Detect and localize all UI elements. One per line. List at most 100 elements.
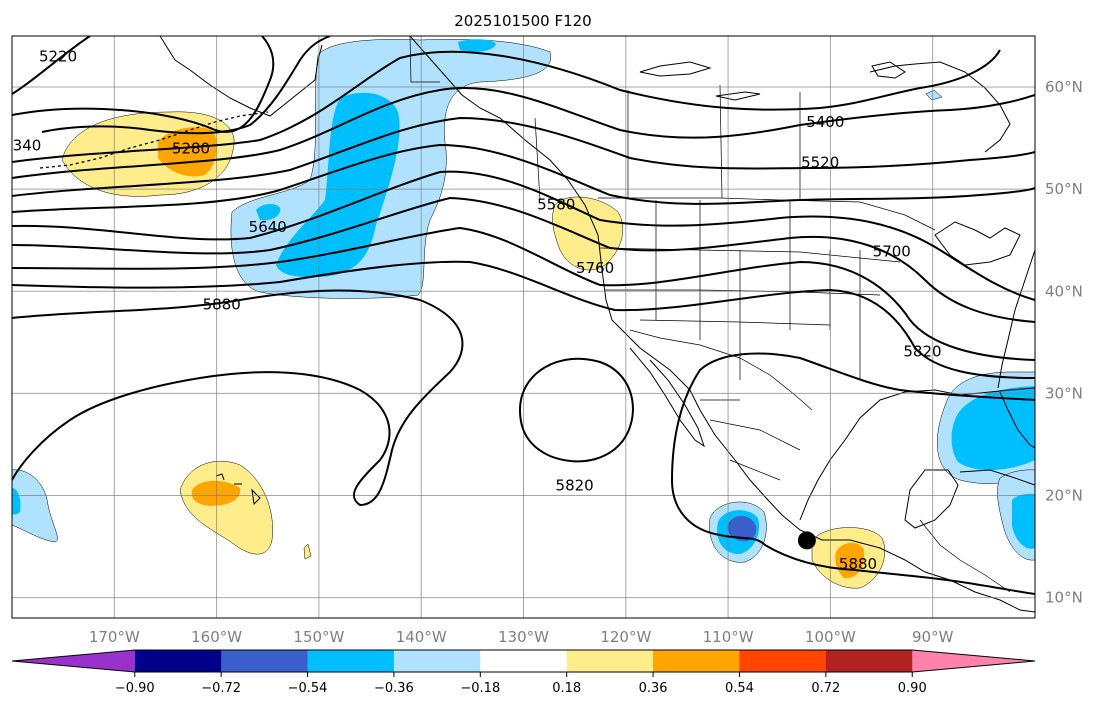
contour-label: 5700 [873, 242, 911, 260]
colorbar-tick-label: 0.18 [552, 681, 581, 696]
colorbar-tick-label: −0.36 [374, 681, 414, 696]
lon-tick-label: 150°W [293, 628, 344, 646]
coast-alaska-west [159, 36, 323, 117]
anomaly-hawaii-dark [191, 480, 241, 506]
location-marker [797, 531, 816, 550]
border-mexico-states [700, 399, 801, 481]
latitude-axis: 10°N 20°N 30°N 40°N 50°N 60°N [1045, 78, 1083, 607]
colorbar-bin [307, 650, 395, 672]
lon-tick-label: 160°W [191, 628, 242, 646]
colorbar-bin [221, 650, 309, 672]
contour-labels: 5220 5340 5280 5640 5880 5580 5760 5400 5520 5700… [12, 47, 942, 573]
height-contours [12, 36, 1035, 595]
colorbar-tick-label: −0.18 [460, 681, 500, 696]
lon-tick-label: 110°W [703, 628, 754, 646]
colorbar-tick-label: 0.54 [725, 681, 754, 696]
lon-tick-label: 120°W [600, 628, 651, 646]
contour-label: 5880 [839, 555, 877, 573]
contour-label: 5580 [537, 195, 575, 213]
colorbar-tick-label: −0.72 [201, 681, 241, 696]
border-alaska-canada [409, 36, 440, 83]
coast-cuba [959, 469, 1035, 486]
border-central-america [919, 519, 1011, 593]
colorbar-tick-label: 0.90 [898, 681, 927, 696]
anomaly-west-edge-light [12, 469, 58, 543]
lat-tick-label: 20°N [1045, 486, 1083, 504]
contour-5700 [12, 196, 1035, 323]
anomaly-carib-dark [1012, 493, 1035, 549]
contour-5400 [12, 49, 1001, 163]
contour-5760 [12, 226, 1035, 361]
coast-baja [629, 347, 705, 448]
coast-hudson-bay [869, 61, 1011, 153]
anomaly-west-edge-dark [12, 488, 21, 515]
lat-tick-label: 10°N [1045, 589, 1083, 607]
lon-tick-label: 130°W [498, 628, 549, 646]
anomaly-shading [12, 39, 1035, 589]
coast-gulf-of-mexico [799, 387, 1035, 521]
contour-5340 [41, 36, 331, 135]
lat-tick-label: 60°N [1045, 78, 1083, 96]
contour-5640 [12, 170, 1035, 301]
contour-label: 5400 [806, 113, 844, 131]
contour-5820-closed [518, 357, 634, 463]
chart-title: 2025101500 F120 [454, 12, 591, 30]
contour-label: 5760 [576, 259, 614, 277]
coast-arctic-islands [639, 61, 906, 101]
lon-tick-label: 90°W [912, 628, 954, 646]
contour-label: 5880 [203, 296, 241, 314]
contour-label: 5640 [249, 218, 287, 236]
lat-tick-label: 50°N [1045, 180, 1083, 198]
longitude-axis: 170°W 160°W 150°W 140°W 130°W 120°W 110°W 100°W… [89, 628, 954, 646]
colorbar-tick-label: −0.90 [115, 681, 155, 696]
contour-label: 5280 [172, 139, 210, 157]
contour-5460 [12, 87, 1035, 179]
border-canada-provinces [534, 84, 801, 201]
graticule [12, 36, 1035, 618]
colorbar-extend-high [912, 650, 1035, 672]
colorbar-bin [739, 650, 827, 672]
lon-tick-label: 140°W [396, 628, 447, 646]
coast-east-us [997, 249, 1035, 389]
colorbar-bin [825, 650, 913, 672]
lon-tick-label: 100°W [805, 628, 856, 646]
contour-5220 [12, 36, 91, 95]
colorbar-tick-label: 0.36 [639, 681, 668, 696]
anomaly-hudson-spot [925, 89, 943, 101]
anomaly-goa-north-dark [458, 39, 496, 52]
anomaly-goa-dark [276, 92, 400, 278]
coast-hawaii [215, 473, 261, 506]
contour-5880-north [12, 289, 464, 507]
contour-5820-north [12, 260, 1035, 379]
colorbar-bin [480, 650, 568, 672]
contour-label: 5820 [903, 343, 941, 361]
coastlines [39, 36, 1035, 613]
colorbar-bin [393, 650, 481, 672]
anomaly-gulf-dark [951, 386, 1035, 471]
map-frame [11, 35, 1036, 619]
anomaly-mexico-neg-dark [727, 515, 757, 542]
contour-5580 [12, 143, 1035, 213]
contour-5880-mexico [670, 352, 1035, 595]
contour-5520 [12, 116, 1035, 197]
colorbar-bin [134, 650, 222, 672]
contour-label: 5220 [39, 47, 77, 65]
coast-yucatan [904, 469, 959, 529]
lat-tick-label: 30°N [1045, 384, 1083, 402]
colorbar-bin [653, 650, 740, 672]
colorbar-tick-label: 0.72 [811, 681, 840, 696]
anomaly-goa-dark-small [256, 204, 281, 221]
contour-label: 5820 [556, 476, 594, 494]
map-area: 5220 5340 5280 5640 5880 5580 5760 5400 5520 5700… [12, 36, 1035, 618]
coast-aleutians [39, 111, 269, 169]
coast-north-america-pacific [409, 36, 1035, 613]
contour-label: 5520 [801, 154, 839, 172]
anomaly-pnw [552, 196, 624, 271]
colorbar-tick-label: −0.54 [288, 681, 328, 696]
colorbar-extend-low [12, 650, 135, 672]
colorbar-bin [566, 650, 654, 672]
colorbar: −0.90 −0.72 −0.54 −0.36 −0.18 0.18 0.36 0.54 0.7… [11, 649, 1036, 696]
lon-tick-label: 170°W [89, 628, 140, 646]
coast-florida [999, 391, 1035, 449]
